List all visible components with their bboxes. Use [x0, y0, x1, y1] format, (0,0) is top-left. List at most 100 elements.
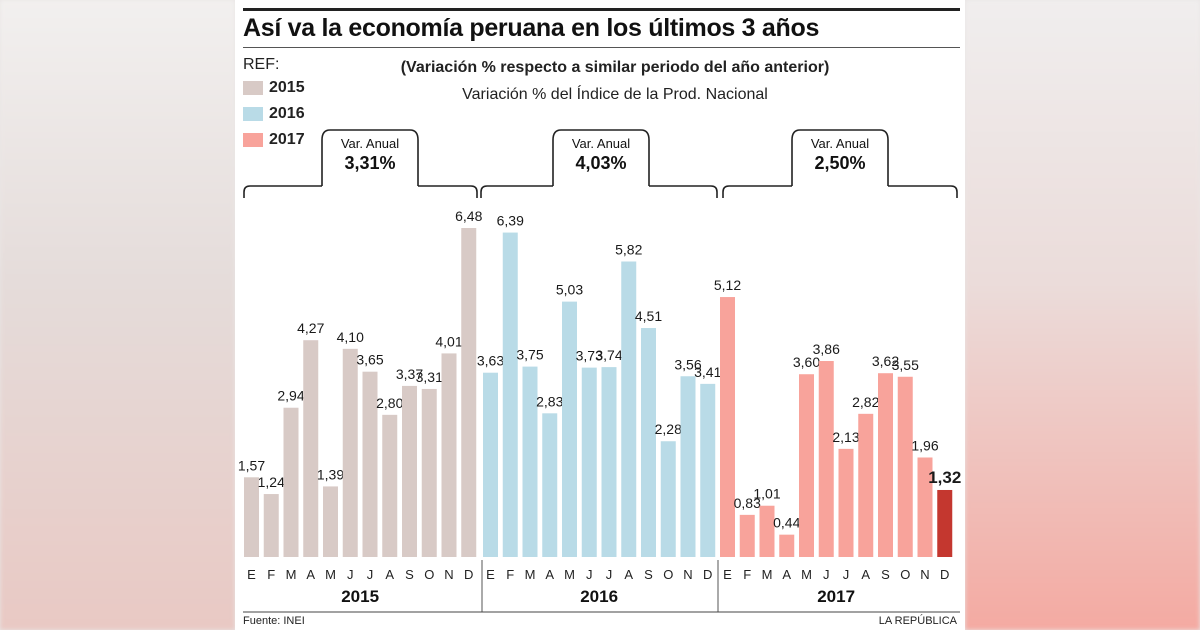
- month-tick-label: F: [506, 567, 514, 582]
- legend-item-2016: 2016: [243, 105, 305, 123]
- month-tick-label: M: [286, 567, 297, 582]
- month-tick-label: F: [743, 567, 751, 582]
- bar-2017-6: [838, 448, 854, 557]
- data-label: 4,01: [435, 333, 462, 349]
- data-label: 3,74: [595, 347, 622, 363]
- bar-2017-10: [917, 457, 933, 557]
- data-label: 0,44: [773, 515, 800, 531]
- month-tick-label: D: [703, 567, 712, 582]
- data-label: 3,73: [576, 348, 603, 364]
- source-note: Fuente: INEI: [243, 615, 305, 627]
- background-right: [965, 0, 1200, 630]
- month-tick-label: J: [843, 567, 850, 582]
- month-tick-label: O: [424, 567, 434, 582]
- data-label: 3,56: [674, 356, 701, 372]
- data-label: 5,03: [556, 282, 583, 298]
- bar-2016-7: [621, 261, 637, 557]
- data-label: 3,75: [516, 347, 543, 363]
- data-label: 5,12: [714, 277, 741, 293]
- legend-label: REF:: [243, 56, 280, 73]
- legend-swatch: [243, 81, 263, 95]
- infographic-panel: Así va la economía peruana en los último…: [235, 0, 965, 630]
- legend-text: 2016: [269, 105, 305, 122]
- bar-chart: 1,57 E 1,24 F 2,94 M 4,27 A 1,39 M 4,10 J 3,65 J 2,80 A…: [238, 129, 961, 613]
- month-tick-label: A: [385, 567, 394, 582]
- brace-2016: [480, 185, 718, 198]
- bar-2017-7: [858, 413, 874, 557]
- month-tick-label: E: [486, 567, 495, 582]
- bar-2016-1: [502, 232, 518, 557]
- month-tick-label: S: [644, 567, 653, 582]
- month-tick-label: E: [723, 567, 732, 582]
- bar-2015-4: [323, 486, 338, 557]
- bar-2016-0: [483, 372, 498, 557]
- month-tick-label: A: [306, 567, 315, 582]
- month-tick-label: J: [823, 567, 830, 582]
- bar-2017-2: [759, 505, 775, 557]
- annual-box-2015: Var. Anual 3,31%: [322, 130, 418, 174]
- month-tick-label: A: [624, 567, 633, 582]
- month-tick-label: A: [545, 567, 554, 582]
- bar-2015-8: [402, 385, 417, 557]
- bar-2017-9: [897, 376, 913, 557]
- bar-2016-6: [601, 367, 617, 557]
- annual-box-2016: Var. Anual 4,03%: [553, 130, 649, 174]
- annual-label: Var. Anual: [810, 136, 870, 151]
- bar-2017-11: [937, 489, 953, 557]
- data-label: 4,51: [635, 308, 662, 324]
- data-label: 2,13: [832, 429, 859, 445]
- chart-subtitle-2: Variación % del Índice de la Prod. Nacio…: [462, 86, 768, 103]
- legend-swatch: [243, 133, 263, 147]
- data-label: 3,63: [477, 353, 504, 369]
- month-tick-label: N: [444, 567, 453, 582]
- month-tick-label: M: [801, 567, 812, 582]
- bar-2016-3: [542, 413, 558, 557]
- bar-2015-1: [263, 494, 279, 557]
- annual-box-border: [321, 129, 419, 186]
- month-tick-label: N: [920, 567, 929, 582]
- data-label: 1,96: [911, 437, 938, 453]
- legend-text: 2015: [269, 79, 305, 96]
- bar-2016-8: [641, 328, 656, 557]
- bar-2017-0: [720, 297, 735, 557]
- annual-box-2017: Var. Anual 2,50%: [792, 130, 888, 174]
- bar-2017-5: [818, 361, 834, 557]
- month-tick-label: A: [861, 567, 870, 582]
- bar-2017-1: [739, 514, 755, 557]
- data-label: 2,80: [376, 395, 403, 411]
- data-label: 0,83: [734, 495, 761, 511]
- month-tick-label: E: [247, 567, 256, 582]
- data-label: 2,83: [536, 393, 563, 409]
- chart-title: Así va la economía peruana en los último…: [243, 14, 820, 42]
- year-label: 2016: [580, 587, 618, 606]
- data-label: 4,10: [337, 329, 364, 345]
- chart-subtitle: (Variación % respecto a similar periodo …: [400, 59, 830, 76]
- data-label: 3,37: [396, 366, 423, 382]
- data-label: 3,60: [793, 354, 820, 370]
- data-label: 1,57: [238, 457, 265, 473]
- legend-item-2017: 2017: [243, 131, 305, 149]
- data-label: 5,82: [615, 242, 642, 258]
- bar-2015-5: [342, 348, 358, 557]
- bar-2015-11: [461, 228, 477, 557]
- brace-2017: [722, 185, 958, 198]
- data-label: 1,24: [258, 474, 285, 490]
- month-tick-label: D: [940, 567, 949, 582]
- month-tick-label: O: [900, 567, 910, 582]
- month-tick-label: M: [762, 567, 773, 582]
- annual-box-border: [791, 129, 889, 186]
- data-label: 4,27: [297, 320, 324, 336]
- month-tick-label: M: [564, 567, 575, 582]
- month-tick-label: J: [367, 567, 374, 582]
- month-tick-label: S: [405, 567, 414, 582]
- year-label: 2015: [341, 587, 379, 606]
- bar-2017-8: [878, 373, 893, 557]
- bar-2017-3: [779, 534, 795, 557]
- month-tick-label: F: [267, 567, 275, 582]
- data-label: 1,01: [753, 486, 780, 502]
- annual-value: 3,31%: [344, 153, 396, 173]
- data-label: 3,31: [416, 369, 443, 385]
- month-tick-label: J: [586, 567, 593, 582]
- bar-2016-9: [660, 441, 676, 557]
- bar-2015-2: [283, 407, 299, 557]
